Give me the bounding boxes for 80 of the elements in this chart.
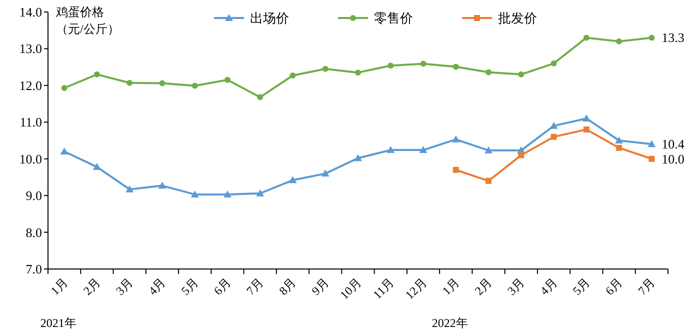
point (550, 60, 557, 66)
x-tick-label: 2月 (80, 275, 104, 298)
point (486, 178, 492, 184)
x-tick-label: 5月 (178, 275, 201, 298)
point (288, 176, 297, 184)
point (158, 182, 166, 189)
x-tick-label: 1月 (439, 275, 462, 298)
x-tick-label: 12月 (402, 275, 430, 302)
point (257, 94, 264, 100)
point (452, 64, 459, 70)
point (648, 34, 655, 41)
point (321, 170, 330, 177)
point (322, 66, 328, 72)
y-tick-label: 13.0 (19, 41, 42, 56)
point (190, 190, 199, 198)
point (518, 71, 524, 78)
point (354, 154, 362, 162)
y-tick-label: 10.0 (19, 151, 42, 166)
point (94, 71, 100, 78)
x-tick-label: 7月 (244, 275, 266, 298)
point (223, 190, 232, 198)
point (386, 146, 395, 154)
point (486, 69, 492, 76)
x-tick-label: 3月 (113, 275, 136, 298)
point (192, 82, 198, 89)
y-tick-label: 14.0 (19, 4, 42, 20)
point (224, 76, 230, 83)
point (159, 80, 166, 86)
point (648, 140, 656, 148)
point (419, 146, 428, 154)
x-tick-label: 6月 (602, 275, 626, 298)
data-label: 10.0 (662, 151, 684, 166)
point (126, 80, 133, 86)
y-axis-title: 鸡蛋价格（元/公斤） (56, 4, 120, 38)
point (126, 185, 134, 192)
y-tick-label: 12.0 (19, 78, 42, 93)
x-tick-label: 3月 (504, 275, 528, 298)
y-tick-label: 8.0 (26, 224, 42, 240)
text: 2022年 (432, 316, 468, 330)
x-tick-label: 2月 (472, 275, 495, 298)
point (484, 146, 493, 154)
text: 2021年 (40, 316, 76, 330)
point (518, 152, 524, 158)
y-tick-label: 7.0 (26, 262, 42, 276)
point (550, 122, 558, 129)
point (616, 38, 622, 44)
x-tick-label: 4月 (146, 275, 168, 298)
point (583, 126, 590, 132)
point (256, 189, 264, 196)
point (550, 134, 557, 140)
legend-label: 出场价 (250, 10, 289, 26)
point (648, 156, 655, 162)
x-tick-label: 8月 (276, 275, 299, 298)
point (388, 62, 394, 69)
x-tick-label: 6月 (210, 275, 234, 298)
point (615, 136, 624, 144)
y-tick-label: 11.0 (20, 114, 42, 130)
point (290, 72, 296, 79)
point (355, 70, 361, 76)
data-label: 10.4 (662, 136, 685, 152)
x-tick-label: 10月 (337, 275, 364, 302)
point (92, 162, 101, 170)
x-tick-label: 7月 (635, 275, 658, 298)
point (61, 85, 68, 91)
point (452, 166, 459, 173)
x-tick-label: 5月 (570, 275, 593, 298)
x-tick-label: 11月 (370, 275, 397, 302)
point (616, 144, 622, 151)
data-label: 13.3 (662, 30, 684, 46)
legend-label: 零售价 (374, 10, 413, 26)
x-tick-label: 4月 (537, 275, 560, 298)
x-tick-label: 1月 (48, 275, 70, 298)
point (583, 34, 590, 41)
point (452, 135, 460, 142)
point (60, 148, 68, 155)
legend-label: 批发价 (498, 10, 537, 26)
point (582, 114, 590, 122)
y-tick-label: 9.0 (26, 188, 42, 204)
x-tick-label: 9月 (308, 275, 332, 298)
point (420, 60, 426, 67)
